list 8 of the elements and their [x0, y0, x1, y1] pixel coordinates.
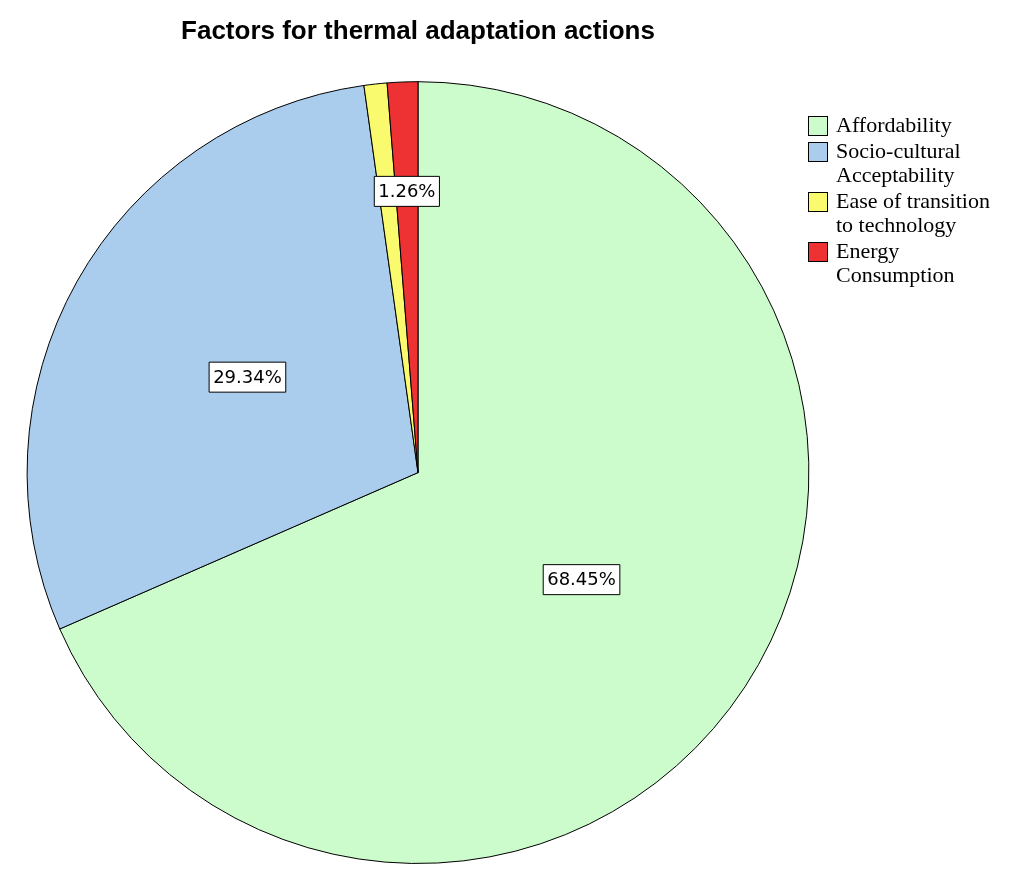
legend-label: Socio-cultural Acceptability	[836, 138, 962, 187]
legend-label: Energy Consumption	[836, 238, 956, 287]
legend-label: Ease of transition to technology	[836, 188, 991, 237]
chart-title: Factors for thermal adaptation actions	[181, 14, 655, 45]
data-label: 1.26%	[378, 180, 436, 202]
data-label: 29.34%	[213, 365, 282, 387]
data-label: 68.45%	[547, 568, 616, 590]
legend-label: Affordability	[836, 112, 952, 137]
